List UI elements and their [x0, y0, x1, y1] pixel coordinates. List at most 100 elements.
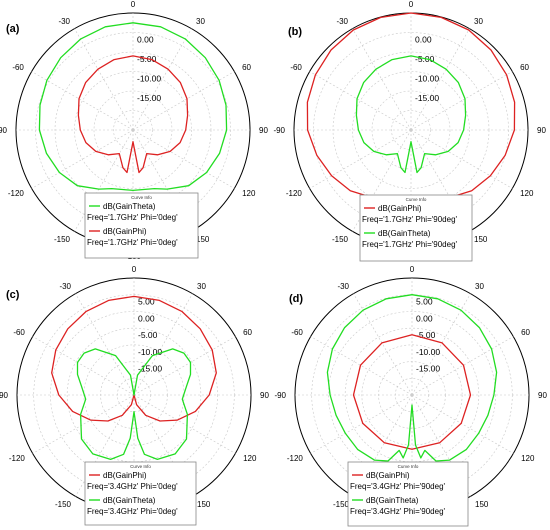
legend-series-subtitle: Freq='3.4GHz' Phi='90deg': [350, 482, 446, 491]
legend-series-name: dB(GainPhi): [103, 227, 147, 236]
angle-tick-label: -150: [55, 500, 72, 509]
angle-tick-label: 90: [260, 391, 269, 400]
angle-tick-label: 150: [475, 500, 489, 509]
legend-box: [347, 461, 469, 527]
radial-tick-label: -5.00: [416, 330, 436, 340]
series-line: [355, 55, 467, 174]
angle-tick-label: 30: [196, 17, 205, 26]
radial-tick-label: -15.00: [138, 364, 162, 374]
angle-tick-label: -60: [12, 63, 24, 72]
grid-spoke: [309, 71, 412, 131]
panel-label: (c): [6, 289, 20, 301]
radial-tick-label: 0.00: [416, 313, 433, 323]
angle-tick-label: 90: [537, 126, 546, 135]
polar-panel-4: 0306090120150-180-150-120-90-60-305.000.…: [274, 265, 547, 527]
legend-box: [84, 461, 197, 526]
angle-tick-label: -90: [0, 391, 9, 400]
angle-tick-label: 60: [520, 63, 529, 72]
series-line: [38, 22, 228, 192]
grid-spoke: [133, 336, 236, 396]
angle-tick-label: -120: [287, 454, 304, 463]
grid-ring: [50, 311, 218, 479]
angle-tick-label: 150: [196, 235, 210, 244]
grid-spoke: [74, 28, 134, 131]
angle-tick-label: 60: [242, 63, 251, 72]
grid-spoke: [31, 71, 134, 131]
legend-series-name: dB(GainTheta): [103, 496, 156, 505]
radial-tick-label: -15.00: [137, 93, 161, 103]
angle-tick-label: 30: [197, 282, 206, 291]
radial-tick-label: 0.00: [137, 35, 154, 45]
angle-tick-label: 150: [197, 500, 211, 509]
grid-ring: [361, 344, 463, 446]
grid-ring: [328, 311, 496, 479]
grid-ring: [74, 71, 192, 189]
legend-title: Curve Info: [406, 197, 427, 202]
grid-spoke: [353, 293, 413, 396]
grid-spoke: [411, 336, 514, 396]
legend-series-subtitle: Freq='3.4GHz' Phi='90deg': [350, 507, 446, 516]
grid-spoke: [133, 394, 236, 454]
angle-tick-label: 120: [520, 189, 534, 198]
panel-label: (d): [289, 293, 303, 305]
angle-tick-label: 60: [243, 328, 252, 337]
legend-series-subtitle: Freq='1.7GHz' Phi='90deg': [362, 215, 458, 224]
grid-spoke: [310, 394, 413, 454]
series-line: [77, 55, 189, 174]
polar-panel-1: 0306090120150-180-150-120-90-60-300.00-5…: [0, 0, 268, 261]
angle-tick-label: -90: [0, 126, 8, 135]
angle-tick-label: -60: [13, 328, 25, 337]
grid-spoke: [410, 71, 513, 131]
angle-tick-label: -150: [333, 500, 350, 509]
angle-tick-label: 0: [132, 265, 137, 274]
angle-tick-label: 90: [259, 126, 268, 135]
radial-tick-label: -10.00: [137, 74, 161, 84]
series-line: [76, 348, 192, 461]
grid-spoke: [132, 71, 235, 131]
angle-tick-label: -60: [291, 328, 303, 337]
grid-ring: [371, 90, 451, 170]
angle-tick-label: -120: [9, 454, 26, 463]
angle-tick-label: 30: [474, 17, 483, 26]
grid-spoke: [74, 129, 134, 232]
angle-tick-label: -90: [274, 391, 286, 400]
series-line: [352, 334, 472, 450]
radial-tick-label: -10.00: [416, 347, 440, 357]
grid-spoke: [310, 336, 413, 396]
angle-tick-label: -150: [332, 235, 349, 244]
panel-label: (a): [6, 23, 20, 35]
grid-spoke: [132, 28, 192, 131]
grid-ring: [352, 71, 470, 189]
legend-box: [84, 192, 199, 259]
panel-label: (b): [288, 26, 302, 38]
angle-tick-label: -120: [286, 189, 303, 198]
angle-tick-label: -30: [336, 17, 348, 26]
legend-series-subtitle: Freq='3.4GHz' Phi='0deg': [87, 507, 178, 516]
grid-spoke: [32, 394, 135, 454]
legend-box: [359, 194, 473, 262]
grid-spoke: [410, 28, 470, 131]
legend-series-name: dB(GainPhi): [378, 204, 422, 213]
radial-tick-label: 5.00: [138, 297, 155, 307]
angle-tick-label: 120: [521, 454, 535, 463]
grid-spoke: [410, 129, 513, 189]
angle-tick-label: 0: [409, 0, 414, 9]
angle-tick-label: -60: [290, 63, 302, 72]
grid-spoke: [411, 293, 471, 396]
radial-tick-label: -5.00: [138, 330, 158, 340]
grid-spoke: [75, 293, 135, 396]
radial-tick-label: -15.00: [415, 93, 439, 103]
radial-tick-label: -10.00: [138, 347, 162, 357]
grid-spoke: [133, 293, 193, 396]
legend-series-name: dB(GainTheta): [378, 229, 431, 238]
legend-title: Curve Info: [131, 195, 152, 200]
angle-tick-label: -150: [54, 235, 71, 244]
series-line: [326, 294, 498, 462]
angle-tick-label: 0: [410, 265, 415, 274]
grid-spoke: [352, 28, 412, 131]
legend-series-name: dB(GainPhi): [366, 471, 410, 480]
legend-series-name: dB(GainTheta): [366, 496, 419, 505]
angle-tick-label: -120: [8, 189, 25, 198]
radial-tick-label: 0.00: [415, 35, 432, 45]
legend-title: Curve Info: [130, 464, 151, 469]
